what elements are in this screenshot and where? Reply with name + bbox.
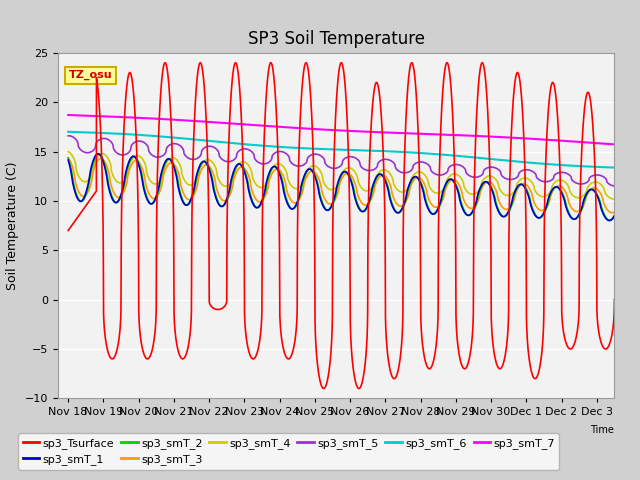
Text: Time: Time	[591, 425, 614, 435]
Legend: sp3_Tsurface, sp3_smT_1, sp3_smT_2, sp3_smT_3, sp3_smT_4, sp3_smT_5, sp3_smT_6, : sp3_Tsurface, sp3_smT_1, sp3_smT_2, sp3_…	[19, 433, 559, 469]
Text: TZ_osu: TZ_osu	[68, 70, 113, 80]
Title: SP3 Soil Temperature: SP3 Soil Temperature	[248, 30, 424, 48]
Y-axis label: Soil Temperature (C): Soil Temperature (C)	[6, 161, 19, 290]
